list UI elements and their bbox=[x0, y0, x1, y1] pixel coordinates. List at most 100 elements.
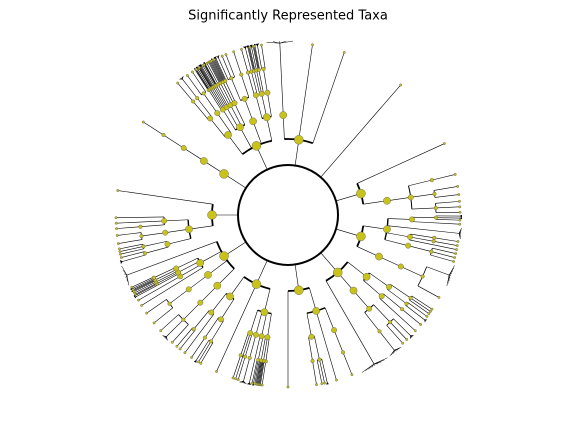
node bbox=[454, 252, 458, 255]
node bbox=[251, 279, 262, 289]
branch bbox=[213, 59, 225, 82]
branch bbox=[244, 98, 254, 122]
node bbox=[137, 298, 140, 302]
node bbox=[404, 301, 409, 306]
node bbox=[204, 271, 212, 279]
leaf-fan bbox=[257, 43, 260, 46]
branch bbox=[308, 337, 313, 362]
node bbox=[219, 169, 229, 179]
node bbox=[383, 196, 391, 205]
node bbox=[433, 205, 438, 210]
branch bbox=[411, 207, 436, 210]
branch bbox=[209, 88, 224, 110]
branch bbox=[215, 58, 227, 81]
branch bbox=[156, 272, 179, 284]
node bbox=[190, 356, 193, 359]
leaf-fan bbox=[251, 44, 253, 48]
branch bbox=[409, 236, 434, 242]
branch bbox=[222, 81, 234, 104]
branch bbox=[205, 64, 218, 86]
node bbox=[208, 339, 213, 344]
node bbox=[214, 110, 221, 117]
branch bbox=[411, 295, 433, 310]
branch bbox=[200, 66, 214, 88]
branch bbox=[434, 194, 459, 198]
branch bbox=[120, 248, 144, 255]
branch bbox=[258, 69, 264, 94]
node bbox=[138, 224, 143, 229]
leaf-fan bbox=[266, 42, 280, 44]
branch bbox=[251, 46, 257, 71]
node bbox=[151, 275, 156, 280]
branch bbox=[202, 65, 216, 87]
leaf-fan bbox=[458, 233, 461, 240]
node bbox=[176, 81, 180, 85]
branch bbox=[230, 104, 242, 127]
branch bbox=[177, 261, 200, 273]
branch bbox=[203, 93, 218, 114]
node bbox=[430, 307, 434, 311]
branch bbox=[197, 68, 211, 90]
node bbox=[220, 54, 224, 58]
node bbox=[240, 48, 243, 51]
node bbox=[419, 323, 423, 326]
branch bbox=[320, 84, 401, 178]
node bbox=[260, 308, 269, 316]
node bbox=[458, 199, 461, 203]
node bbox=[195, 67, 198, 71]
branch bbox=[222, 109, 236, 131]
branch bbox=[225, 54, 235, 78]
branch bbox=[363, 280, 382, 297]
node bbox=[400, 307, 405, 312]
branch bbox=[435, 206, 460, 209]
node bbox=[119, 252, 122, 256]
branch bbox=[200, 342, 214, 364]
leaf-fan bbox=[373, 361, 382, 365]
branch bbox=[364, 312, 380, 332]
node bbox=[401, 341, 405, 345]
branch bbox=[167, 238, 191, 245]
branch bbox=[247, 72, 255, 96]
branch bbox=[379, 331, 395, 351]
branch bbox=[400, 266, 423, 277]
branch bbox=[141, 232, 166, 237]
branch bbox=[249, 334, 257, 359]
branch bbox=[241, 49, 249, 73]
node bbox=[115, 234, 119, 237]
branch bbox=[407, 302, 428, 317]
node bbox=[405, 338, 409, 341]
leaf-fan bbox=[326, 382, 328, 385]
branch bbox=[312, 360, 317, 385]
branch bbox=[258, 360, 263, 385]
node bbox=[335, 378, 338, 382]
node bbox=[362, 273, 371, 281]
branch bbox=[131, 276, 154, 288]
branch bbox=[196, 69, 210, 90]
branch bbox=[169, 289, 189, 304]
branch bbox=[117, 232, 142, 236]
node bbox=[279, 111, 288, 119]
branch bbox=[179, 330, 196, 350]
node bbox=[386, 284, 392, 290]
leaf-fan bbox=[279, 40, 294, 44]
branch bbox=[253, 70, 261, 95]
node bbox=[356, 231, 366, 242]
branch bbox=[312, 52, 345, 144]
branch bbox=[192, 101, 209, 121]
node bbox=[310, 358, 315, 363]
node bbox=[317, 357, 322, 362]
branch bbox=[217, 112, 232, 134]
branch bbox=[252, 46, 259, 71]
branch bbox=[253, 359, 259, 384]
node bbox=[286, 385, 290, 389]
node bbox=[195, 96, 200, 101]
node bbox=[432, 191, 437, 196]
branch bbox=[408, 245, 432, 252]
branch bbox=[259, 360, 264, 385]
branch bbox=[195, 69, 209, 91]
node bbox=[420, 274, 425, 279]
branch bbox=[176, 257, 198, 269]
node bbox=[342, 51, 346, 54]
branch bbox=[204, 317, 219, 338]
